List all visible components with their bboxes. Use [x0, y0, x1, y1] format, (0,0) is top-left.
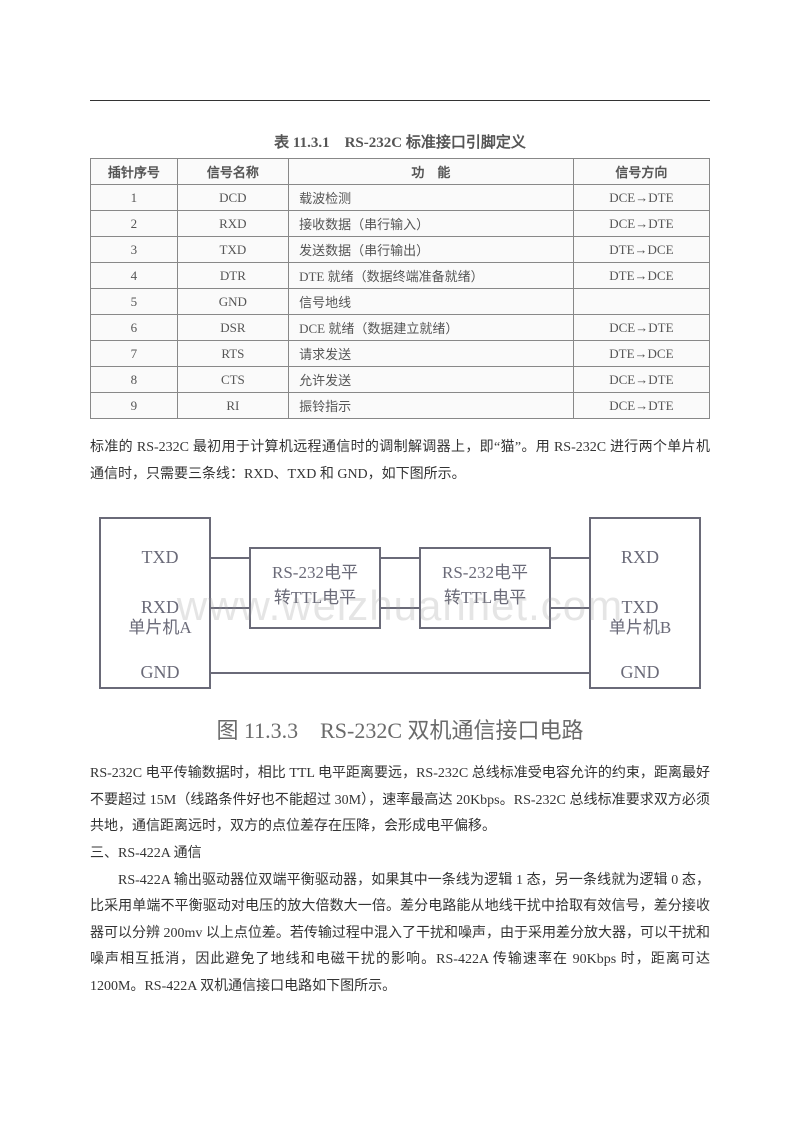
table-cell: 请求发送 — [289, 341, 574, 367]
svg-text:RS-232电平: RS-232电平 — [272, 563, 358, 582]
table-cell: 发送数据（串行输出） — [289, 237, 574, 263]
paragraph-1: 标准的 RS-232C 最初用于计算机远程通信时的调制解调器上，即“猫”。用 R… — [90, 435, 710, 488]
svg-text:TXD: TXD — [622, 597, 659, 617]
circuit-diagram: TXDRXD单片机AGNDRXDTXD单片机BGNDRS-232电平转TTL电平… — [90, 508, 710, 703]
table-cell: DTE→DCE — [573, 263, 709, 289]
table-cell: RTS — [177, 341, 288, 367]
table-cell: DCE→DTE — [573, 367, 709, 393]
svg-text:RS-232电平: RS-232电平 — [442, 563, 528, 582]
table-row: 4DTRDTE 就绪（数据终端准备就绪）DTE→DCE — [91, 263, 710, 289]
paragraph-2: RS-232C 电平传输数据时，相比 TTL 电平距离要远，RS-232C 总线… — [90, 761, 710, 1000]
table-cell: 载波检测 — [289, 185, 574, 211]
table-row: 9RI振铃指示DCE→DTE — [91, 393, 710, 419]
table-cell: 1 — [91, 185, 178, 211]
table-cell: 9 — [91, 393, 178, 419]
table-caption: 表 11.3.1 RS-232C 标准接口引脚定义 — [90, 131, 710, 152]
table-cell: 信号地线 — [289, 289, 574, 315]
diagram-svg: TXDRXD单片机AGNDRXDTXD单片机BGNDRS-232电平转TTL电平… — [90, 508, 710, 698]
table-cell: DTE→DCE — [573, 341, 709, 367]
table-cell: 2 — [91, 211, 178, 237]
table-header-row: 插针序号 信号名称 功 能 信号方向 — [91, 159, 710, 185]
table-cell: DCE→DTE — [573, 185, 709, 211]
table-cell — [573, 289, 709, 315]
table-cell: DCD — [177, 185, 288, 211]
table-header: 功 能 — [289, 159, 574, 185]
svg-text:RXD: RXD — [141, 597, 179, 617]
table-cell: 8 — [91, 367, 178, 393]
svg-text:GND: GND — [141, 662, 180, 682]
table-header: 信号名称 — [177, 159, 288, 185]
svg-text:转TTL电平: 转TTL电平 — [444, 588, 526, 607]
table-cell: DCE→DTE — [573, 211, 709, 237]
table-cell: DCE→DTE — [573, 393, 709, 419]
table-cell: DTE→DCE — [573, 237, 709, 263]
table-row: 8CTS允许发送DCE→DTE — [91, 367, 710, 393]
svg-text:RXD: RXD — [621, 547, 659, 567]
table-cell: DSR — [177, 315, 288, 341]
diagram-caption: 图 11.3.3 RS-232C 双机通信接口电路 — [90, 713, 710, 745]
table-cell: CTS — [177, 367, 288, 393]
paragraph-text: 标准的 RS-232C 最初用于计算机远程通信时的调制解调器上，即“猫”。用 R… — [90, 435, 710, 488]
section-heading: 三、RS-422A 通信 — [90, 841, 710, 868]
table-cell: 6 — [91, 315, 178, 341]
table-cell: 5 — [91, 289, 178, 315]
table-cell: GND — [177, 289, 288, 315]
top-horizontal-rule — [90, 100, 710, 101]
table-row: 3TXD发送数据（串行输出）DTE→DCE — [91, 237, 710, 263]
svg-text:单片机A: 单片机A — [128, 618, 192, 637]
table-row: 2RXD接收数据（串行输入）DCE→DTE — [91, 211, 710, 237]
table-cell: DCE→DTE — [573, 315, 709, 341]
table-cell: DTR — [177, 263, 288, 289]
document-page: 表 11.3.1 RS-232C 标准接口引脚定义 插针序号 信号名称 功 能 … — [0, 0, 800, 1001]
paragraph-text: RS-422A 输出驱动器位双端平衡驱动器，如果其中一条线为逻辑 1 态，另一条… — [90, 868, 710, 1001]
table-cell: RI — [177, 393, 288, 419]
table-row: 1DCD载波检测DCE→DTE — [91, 185, 710, 211]
table-cell: DTE 就绪（数据终端准备就绪） — [289, 263, 574, 289]
table-cell: 7 — [91, 341, 178, 367]
paragraph-text: RS-232C 电平传输数据时，相比 TTL 电平距离要远，RS-232C 总线… — [90, 761, 710, 841]
table-cell: RXD — [177, 211, 288, 237]
svg-text:转TTL电平: 转TTL电平 — [274, 588, 356, 607]
table-cell: 允许发送 — [289, 367, 574, 393]
table-cell: 3 — [91, 237, 178, 263]
table-cell: DCE 就绪（数据建立就绪） — [289, 315, 574, 341]
table-row: 5GND信号地线 — [91, 289, 710, 315]
table-row: 6DSRDCE 就绪（数据建立就绪）DCE→DTE — [91, 315, 710, 341]
table-cell: 振铃指示 — [289, 393, 574, 419]
svg-text:GND: GND — [621, 662, 660, 682]
table-cell: 4 — [91, 263, 178, 289]
pin-definition-table: 插针序号 信号名称 功 能 信号方向 1DCD载波检测DCE→DTE2RXD接收… — [90, 158, 710, 419]
table-cell: 接收数据（串行输入） — [289, 211, 574, 237]
table-cell: TXD — [177, 237, 288, 263]
table-row: 7RTS请求发送DTE→DCE — [91, 341, 710, 367]
svg-text:单片机B: 单片机B — [609, 618, 671, 637]
table-header: 插针序号 — [91, 159, 178, 185]
svg-text:TXD: TXD — [142, 547, 179, 567]
table-header: 信号方向 — [573, 159, 709, 185]
